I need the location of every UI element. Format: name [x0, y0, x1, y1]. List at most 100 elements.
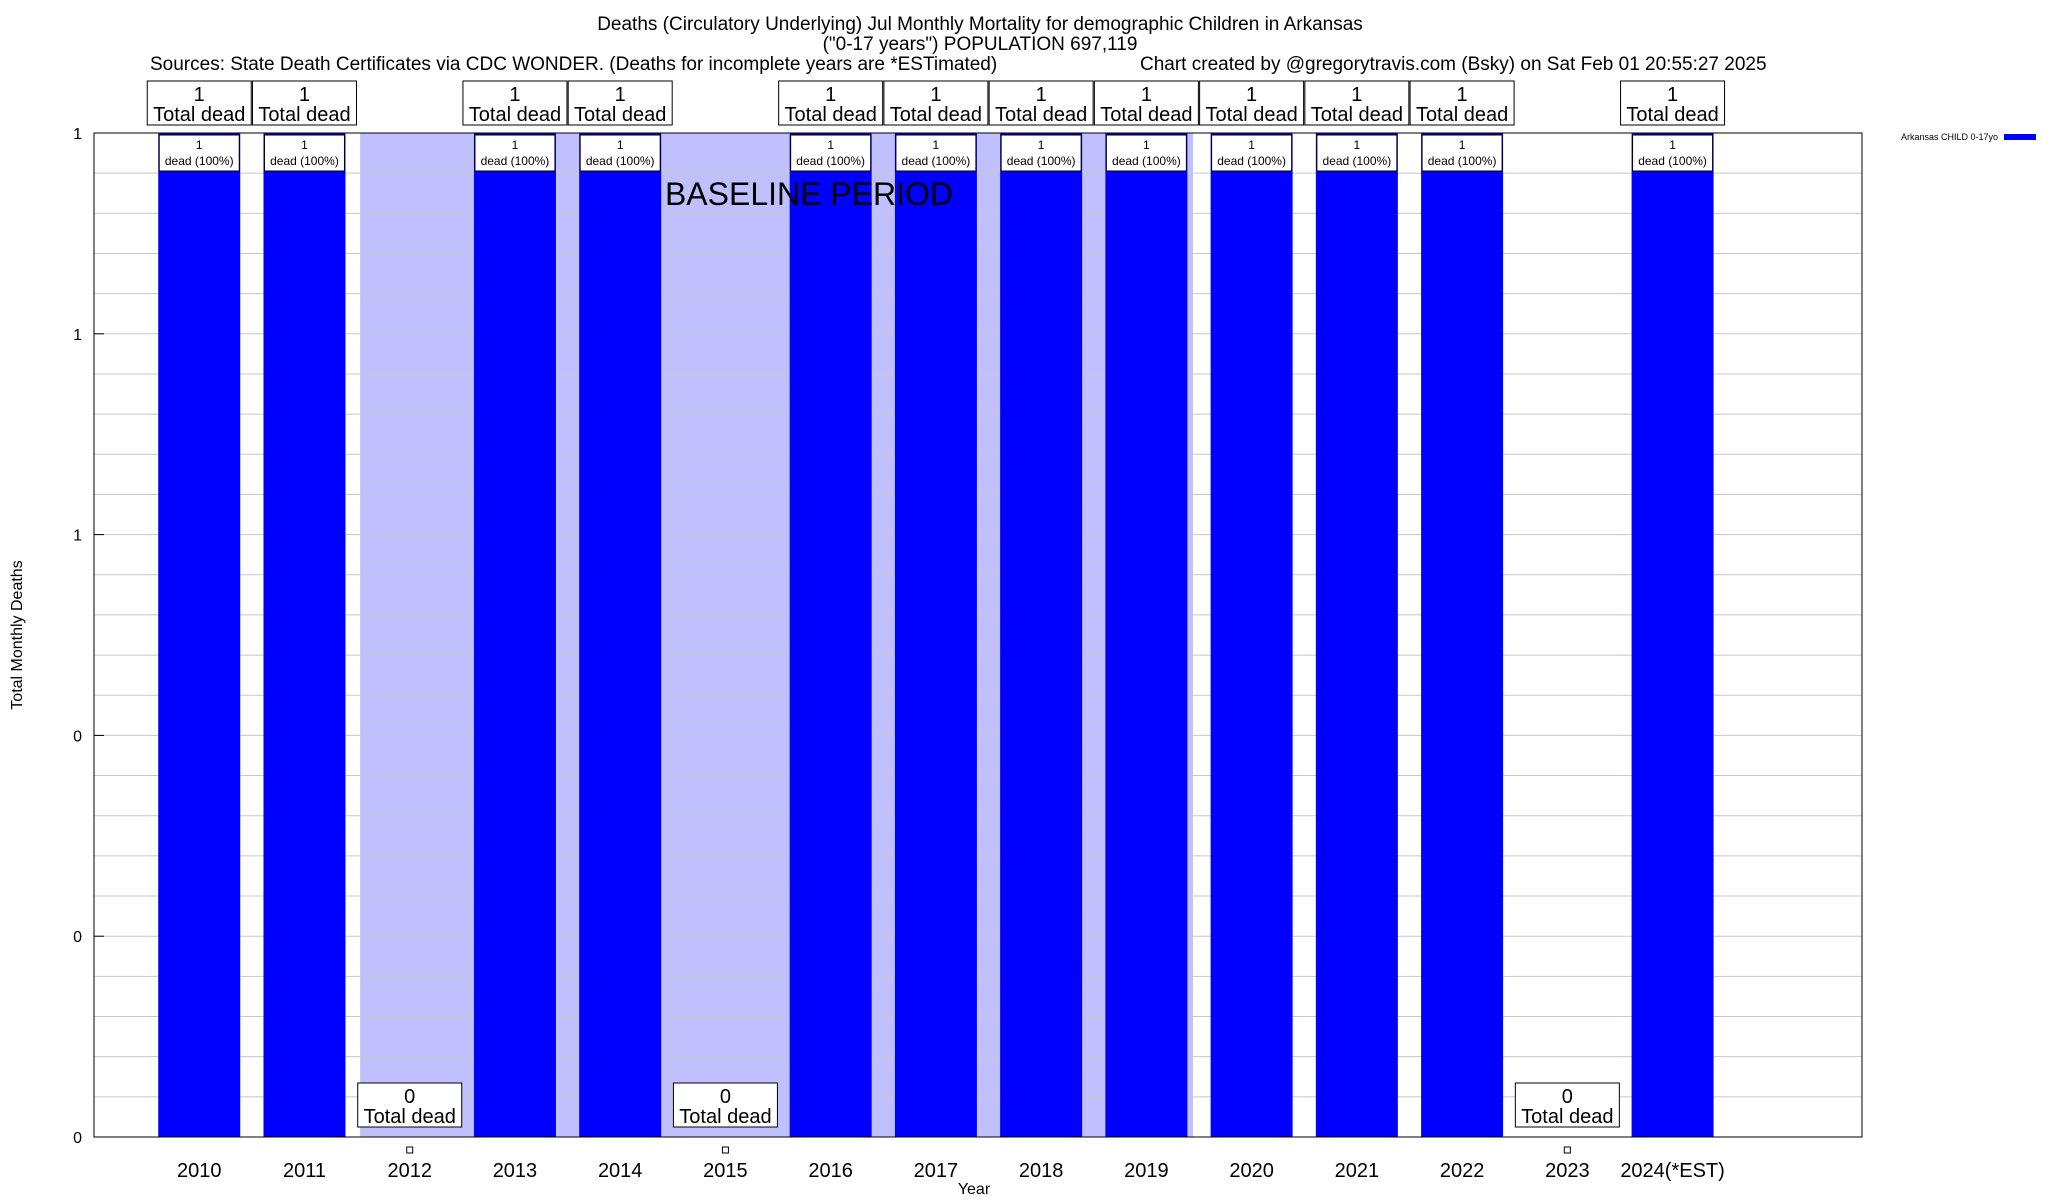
zero-marker: [1563, 1146, 1571, 1154]
bar-label-box: [895, 134, 977, 172]
bar-label-count: 1: [1459, 138, 1466, 152]
y-tick-label: 0: [73, 728, 82, 745]
bar-label-count: 1: [512, 138, 519, 152]
total-dead-value: 1: [299, 84, 310, 106]
total-dead-value: 1: [1457, 84, 1468, 106]
y-axis-ticks: 0 0 0 1 1 1: [73, 126, 104, 1147]
x-tick-label-2023: 2023: [1545, 1160, 1590, 1182]
total-dead-text: Total dead: [1311, 104, 1403, 126]
total-dead-value: 1: [509, 84, 520, 106]
bar-label-box: [1000, 134, 1082, 172]
bar-label-percent: dead (100%): [796, 154, 865, 168]
bar-label-box: [1632, 134, 1714, 172]
bar-label-percent: dead (100%): [902, 154, 971, 168]
bar-2010: [158, 133, 241, 1137]
bar-label-percent: dead (100%): [1428, 154, 1497, 168]
total-dead-box: [1620, 80, 1726, 126]
total-dead-text: Total dead: [1205, 104, 1297, 126]
zero-marker: [406, 1146, 414, 1154]
total-dead-box: [988, 80, 1094, 126]
y-tick-label: 0: [73, 1130, 82, 1147]
bar-2013: [473, 133, 556, 1137]
bar-2019: [1105, 133, 1188, 1137]
total-dead-value: 1: [1036, 84, 1047, 106]
total-dead-value: 0: [404, 1086, 415, 1108]
total-dead-value: 1: [930, 84, 941, 106]
bar-label-box: [1211, 134, 1293, 172]
bar-label-box: [1421, 134, 1503, 172]
total-dead-text: Total dead: [258, 104, 350, 126]
bar-label-count: 1: [933, 138, 940, 152]
bar-2017: [894, 133, 977, 1137]
total-dead-box: [778, 80, 884, 126]
y-tick-label: 1: [73, 327, 82, 344]
total-dead-box: [1514, 1082, 1620, 1128]
bar-2014: [579, 133, 662, 1137]
x-tick-label-2015: 2015: [703, 1160, 748, 1182]
bar-2024(*EST): [1631, 133, 1714, 1137]
total-dead-text: Total dead: [1626, 104, 1718, 126]
total-dead-value: 1: [1141, 84, 1152, 106]
x-tick-label-2024(*EST): 2024(*EST): [1620, 1160, 1725, 1182]
bar-label-percent: dead (100%): [270, 154, 339, 168]
bars: 1 dead (100%) 1 dead (100%) 1 dead (100%) 1 dea…: [158, 133, 1714, 1154]
total-dead-value: 1: [615, 84, 626, 106]
bar-label-count: 1: [1143, 138, 1150, 152]
total-dead-text: Total dead: [995, 104, 1087, 126]
x-tick-label-2019: 2019: [1124, 1160, 1169, 1182]
bar-2020: [1210, 133, 1293, 1137]
bar-label-count: 1: [1248, 138, 1255, 152]
x-tick-label-2013: 2013: [493, 1160, 538, 1182]
bar-label-percent: dead (100%): [1007, 154, 1076, 168]
total-dead-value: 0: [1562, 1086, 1573, 1108]
bar-label-box: [1105, 134, 1187, 172]
bar-2011: [263, 133, 346, 1137]
total-dead-value: 1: [1246, 84, 1257, 106]
x-tick-label-2017: 2017: [914, 1160, 959, 1182]
x-tick-label-2010: 2010: [177, 1160, 222, 1182]
total-dead-text: Total dead: [890, 104, 982, 126]
bar-label-box: [579, 134, 661, 172]
total-dead-box: [146, 80, 252, 126]
total-dead-text: Total dead: [574, 104, 666, 126]
x-tick-label-2016: 2016: [808, 1160, 853, 1182]
total-dead-text: Total dead: [1521, 1106, 1613, 1128]
total-dead-box: [672, 1082, 778, 1128]
total-dead-text: Total dead: [364, 1106, 456, 1128]
bar-label-count: 1: [1354, 138, 1361, 152]
chart-title-line1: Deaths (Circulatory Underlying) Jul Mont…: [597, 14, 1363, 35]
x-tick-label-2012: 2012: [387, 1160, 432, 1182]
total-dead-text: Total dead: [469, 104, 561, 126]
total-dead-text: Total dead: [1416, 104, 1508, 126]
total-dead-value: 0: [720, 1086, 731, 1108]
baseline-period-label: BASELINE PERIOD: [665, 176, 953, 212]
y-tick-label: 1: [73, 528, 82, 545]
bar-label-percent: dead (100%): [481, 154, 550, 168]
bar-label-count: 1: [196, 138, 203, 152]
total-dead-box: [357, 1082, 463, 1128]
chart-credit: Chart created by @gregorytravis.com (Bsk…: [1140, 54, 1767, 75]
bar-label-percent: dead (100%): [1322, 154, 1391, 168]
bar-label-percent: dead (100%): [165, 154, 234, 168]
bar-label-count: 1: [301, 138, 308, 152]
chart-title-line2: ("0-17 years") POPULATION 697,119: [822, 34, 1138, 55]
legend-swatch: [2004, 134, 2036, 140]
y-tick-label: 1: [73, 126, 82, 143]
bar-label-percent: dead (100%): [1112, 154, 1181, 168]
total-dead-box: [1409, 80, 1515, 126]
total-dead-box: [251, 80, 357, 126]
x-axis-ticks: 2010 2011 2012 2013 2014 2015 2016 2017 2018 2019…: [177, 1160, 1725, 1182]
bar-label-percent: dead (100%): [1217, 154, 1286, 168]
zero-marker: [721, 1146, 729, 1154]
x-tick-label-2022: 2022: [1440, 1160, 1485, 1182]
chart-sources: Sources: State Death Certificates via CD…: [150, 54, 998, 75]
x-tick-label-2018: 2018: [1019, 1160, 1064, 1182]
total-dead-box: [567, 80, 673, 126]
bar-2016: [789, 133, 872, 1137]
bar-label-percent: dead (100%): [1638, 154, 1707, 168]
y-tick-label: 0: [73, 929, 82, 946]
bar-label-count: 1: [1038, 138, 1045, 152]
total-dead-value: 1: [1667, 84, 1678, 106]
bar-label-box: [1316, 134, 1398, 172]
